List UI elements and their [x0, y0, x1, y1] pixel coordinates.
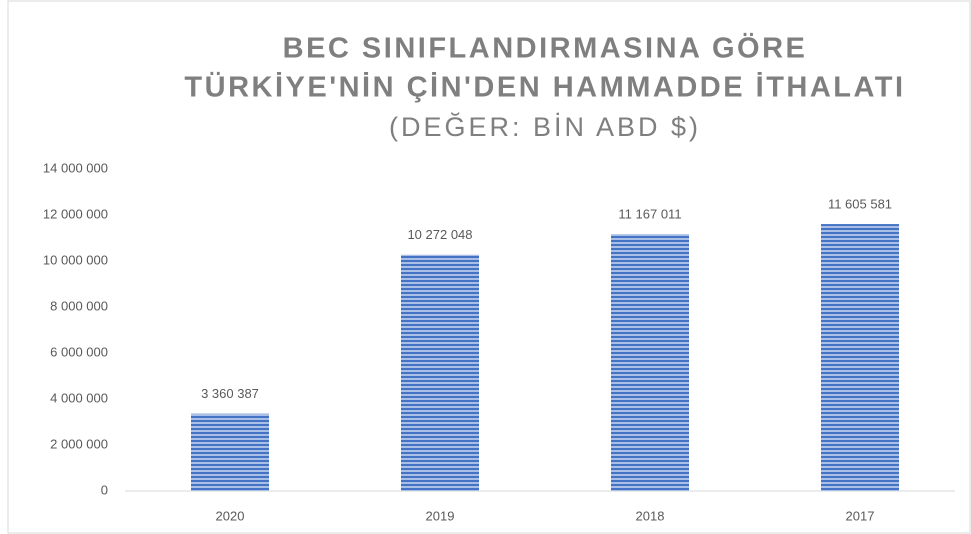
chart-border	[7, 0, 971, 534]
bar	[821, 224, 899, 491]
y-tick-label: 14 000 000	[43, 160, 108, 175]
bar	[191, 413, 269, 491]
x-tick-label: 2020	[216, 508, 245, 523]
chart-title: BEC SINIFLANDIRMASINA GÖRE	[283, 32, 808, 65]
x-tick-label: 2018	[636, 508, 665, 523]
y-tick-label: 4 000 000	[50, 390, 108, 405]
bar	[611, 234, 689, 491]
y-tick-label: 6 000 000	[50, 344, 108, 359]
bar	[401, 254, 479, 491]
x-tick-label: 2017	[846, 508, 875, 523]
data-label: 11 167 011	[618, 207, 681, 222]
y-tick-label: 12 000 000	[43, 206, 108, 221]
y-tick-label: 2 000 000	[50, 436, 108, 451]
x-tick-label: 2019	[426, 508, 455, 523]
chart-subtitle: (DEĞER: BİN ABD $)	[389, 111, 701, 142]
y-tick-label: 0	[101, 482, 108, 497]
chart-title: TÜRKİYE'NİN ÇİN'DEN HAMMADDE İTHALATI	[184, 71, 905, 104]
data-label: 10 272 048	[407, 227, 472, 242]
data-label: 3 360 387	[201, 386, 259, 401]
y-tick-label: 8 000 000	[50, 298, 108, 313]
y-tick-label: 10 000 000	[43, 252, 108, 267]
data-label: 11 605 581	[828, 197, 892, 212]
